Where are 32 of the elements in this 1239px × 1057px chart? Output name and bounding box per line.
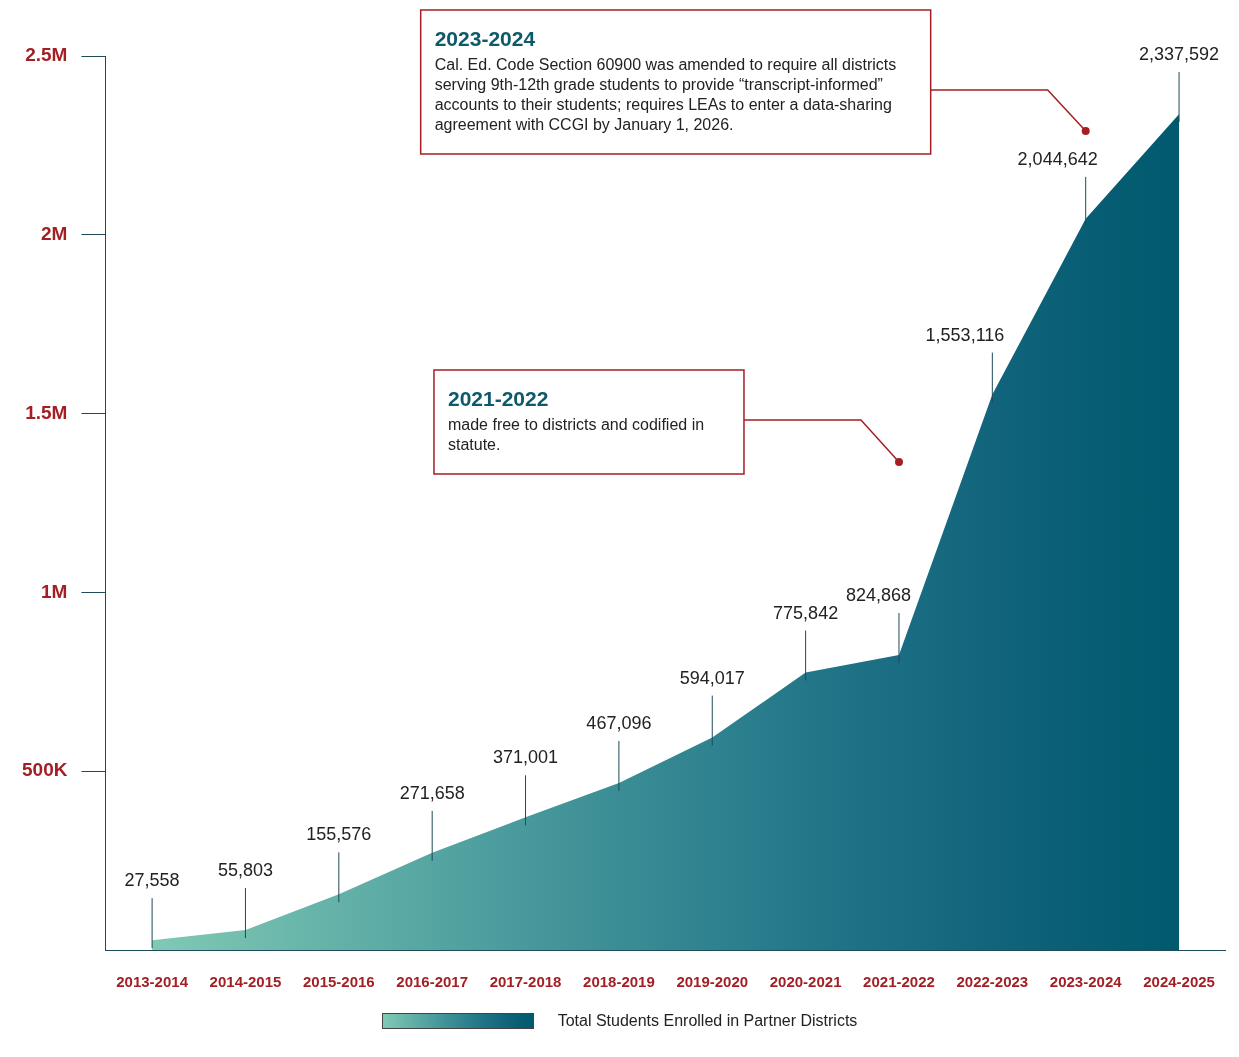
y-tick-label: 500K (22, 759, 68, 781)
x-tick-label: 2015-2016 (302, 973, 375, 991)
x-tick-label: 2023-2024 (1049, 973, 1123, 991)
data-label: 27,558 (124, 870, 180, 891)
y-tick-label: 2M (41, 223, 68, 245)
x-tick-label: 2016-2017 (396, 973, 469, 991)
x-tick-label: 2022-2023 (956, 973, 1029, 991)
data-label: 271,658 (399, 782, 465, 803)
x-tick-label: 2021-2022 (863, 973, 935, 991)
data-label: 467,096 (586, 712, 652, 733)
y-tick-label: 1M (41, 580, 68, 602)
data-label: 775,842 (773, 602, 839, 623)
annotation: 2023-2024 Cal. Ed. Code Section 60900 was amended to require all districts serving 9th-12th grade students to provide “transcript-informed” accounts to their students; requires LEAs to enter a data-sharing agreement with CCGI by January 1, 2026. (434, 27, 897, 133)
data-label: 371,001 (493, 747, 559, 768)
x-tick-label: 2014-2015 (209, 973, 282, 991)
y-tick-label: 1.5M (25, 401, 68, 423)
x-tick-label: 2024-2025 (1143, 973, 1215, 991)
data-label: 2,337,592 (1139, 44, 1220, 65)
x-tick-label: 2019-2020 (676, 973, 749, 991)
x-tick-label: 2013-2014 (116, 973, 189, 991)
y-tick-label: 2.5M (25, 44, 68, 66)
data-label: 55,803 (217, 860, 273, 881)
data-label: 2,044,642 (1017, 148, 1098, 169)
x-tick-label: 2017-2018 (489, 973, 562, 991)
data-label: 594,017 (679, 667, 745, 688)
x-tick-label: 2018-2019 (583, 973, 655, 991)
data-label: 824,868 (845, 585, 911, 605)
data-label: 1,553,116 (925, 324, 1005, 345)
data-label: 155,576 (306, 824, 372, 845)
text: Total Students Enrolled in Partner Districts (557, 1012, 858, 1030)
x-tick-label: 2020-2021 (769, 973, 842, 991)
annotation: 2021-2022 made free to districts and codified in statute. (447, 387, 705, 453)
